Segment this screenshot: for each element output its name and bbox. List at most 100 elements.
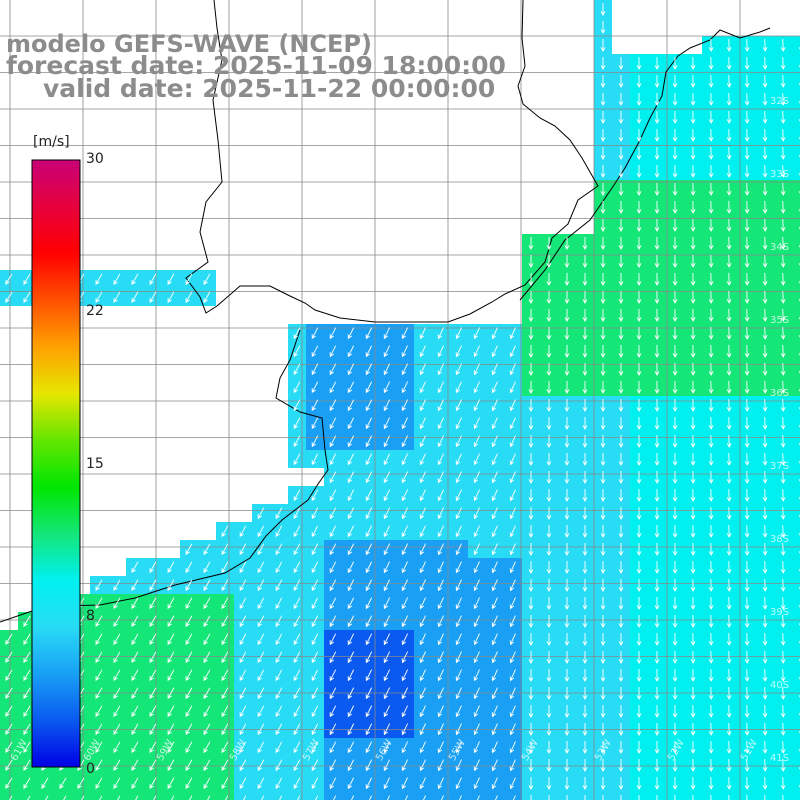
coastline [185, 0, 599, 323]
wind-arrow [744, 56, 750, 70]
wind-arrow [113, 687, 121, 700]
wind-arrow [419, 669, 426, 682]
wind-cell [792, 342, 800, 360]
wind-arrow [221, 579, 229, 592]
wind-arrow [437, 579, 444, 592]
wind-arrow [582, 506, 588, 520]
wind-arrow [293, 669, 301, 682]
wind-arrow [383, 327, 391, 340]
wind-arrow [762, 290, 768, 304]
wind-arrow [221, 777, 229, 790]
wind-arrow [672, 596, 678, 610]
wind-arrow [708, 506, 714, 520]
wind-arrow [690, 398, 696, 412]
wind-arrow [509, 543, 516, 556]
wind-arrow [203, 759, 211, 772]
valid-date: valid date: 2025-11-22 00:00:00 [43, 74, 496, 103]
wind-arrow [546, 254, 552, 268]
wind-arrow [347, 363, 355, 376]
wind-arrow [672, 686, 678, 700]
wind-arrow [708, 200, 714, 214]
wind-arrow [762, 722, 768, 736]
wind-cell [792, 90, 800, 108]
wind-arrow [600, 578, 606, 592]
lat-label: 34S [770, 242, 790, 253]
wind-arrow [275, 543, 283, 556]
wind-arrow [149, 759, 157, 772]
wind-arrow [347, 399, 355, 412]
wind-arrow [564, 380, 570, 394]
wind-arrow [311, 507, 319, 520]
wind-arrow [762, 596, 768, 610]
colorbar-tick-0: 0 [86, 761, 95, 777]
wind-arrow [329, 777, 337, 790]
wind-arrow [672, 578, 678, 592]
wind-arrow [528, 452, 534, 466]
wind-arrow [654, 92, 660, 106]
wind-arrow [329, 417, 337, 430]
wind-arrow [780, 632, 786, 646]
wind-arrow [239, 759, 247, 772]
wind-arrow [780, 56, 786, 70]
wind-arrow [600, 236, 606, 250]
wind-arrow [618, 560, 624, 574]
wind-arrow [207, 795, 211, 800]
wind-arrow [473, 525, 480, 538]
wind-arrow [437, 363, 444, 376]
wind-arrow [365, 525, 373, 538]
wind-arrow [293, 435, 301, 448]
wind-arrow [239, 579, 247, 592]
wind-arrow [780, 416, 786, 430]
wind-arrow [347, 525, 355, 538]
wind-arrow [618, 452, 624, 466]
wind-arrow [239, 615, 247, 628]
wind-arrow [257, 759, 265, 772]
wind-arrow [636, 74, 642, 88]
wind-arrow [401, 669, 409, 682]
wind-arrow [528, 434, 534, 448]
wind-arrow [347, 633, 355, 646]
wind-arrow [744, 146, 750, 160]
wind-arrow [167, 561, 175, 574]
wind-arrow [203, 291, 211, 304]
wind-arrow [600, 398, 606, 412]
wind-arrow [636, 308, 642, 322]
model-title: modelo GEFS-WAVE (NCEP) [6, 30, 372, 58]
wind-arrow [455, 777, 462, 790]
wind-cell [792, 486, 800, 504]
wind-arrow [528, 632, 534, 646]
wind-arrow [726, 776, 732, 790]
wind-arrow [762, 380, 768, 394]
wind-arrow [347, 435, 355, 448]
wind-arrow [185, 669, 193, 682]
wind-arrow [618, 434, 624, 448]
wind-cell [378, 792, 396, 800]
wind-arrow [311, 327, 319, 340]
wind-arrow [762, 218, 768, 232]
wind-arrow [690, 200, 696, 214]
wind-arrow [473, 633, 480, 646]
wind-arrow [692, 794, 694, 800]
wind-arrow [582, 308, 588, 322]
wind-arrow [383, 345, 391, 358]
wind-arrow [419, 399, 426, 412]
wind-arrow [726, 740, 732, 754]
wind-arrow [780, 236, 786, 250]
wind-arrow [23, 687, 31, 699]
wind-arrow [564, 506, 570, 520]
wind-arrow [473, 543, 480, 556]
wind-arrow [728, 794, 730, 800]
wind-arrow [509, 507, 516, 520]
wind-arrow [654, 632, 660, 646]
wind-arrow [347, 345, 355, 358]
wind-arrow [293, 615, 301, 628]
wind-arrow [528, 722, 534, 736]
wind-arrow [600, 596, 606, 610]
wind-arrow [710, 794, 712, 800]
wind-arrow [455, 327, 462, 340]
wind-arrow [744, 362, 750, 376]
wind-arrow [672, 344, 678, 358]
wind-arrow [708, 290, 714, 304]
wind-arrow [528, 290, 534, 304]
